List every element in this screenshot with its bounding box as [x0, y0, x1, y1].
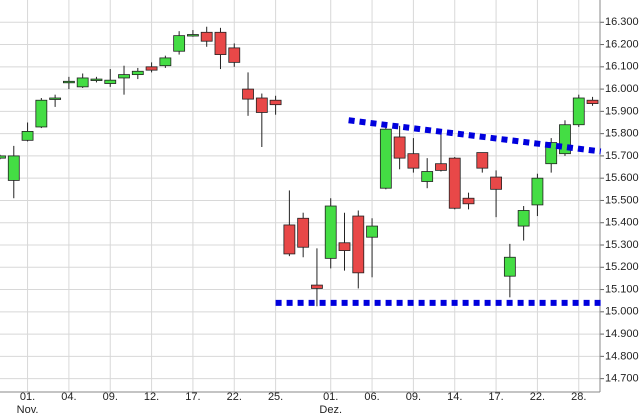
x-tick-label: 14. [447, 391, 462, 403]
x-tick-label: 28. [571, 391, 586, 403]
x-tick-label: 04. [61, 391, 76, 403]
y-tick-label: 16.300 [605, 16, 639, 28]
candle-body [366, 225, 378, 238]
candle-body [476, 152, 489, 169]
candle-body [324, 205, 337, 259]
candle-body [90, 78, 103, 81]
candle-body [311, 284, 323, 289]
y-tick-label: 15.800 [605, 128, 639, 140]
y-tick-label: 16.100 [605, 61, 639, 73]
x-tick-label: 17. [185, 391, 200, 403]
candle-body [21, 131, 34, 141]
candle-body [104, 79, 117, 84]
candle-body [283, 224, 296, 255]
y-tick-label: 14.900 [605, 328, 639, 340]
candle-body [145, 66, 158, 71]
candle-body [393, 136, 406, 159]
candle-body [187, 34, 199, 37]
candle-body [297, 217, 310, 248]
candle-body [255, 97, 268, 113]
candle-body [338, 242, 351, 251]
x-tick-label: 22. [227, 391, 242, 403]
candle-body [462, 197, 475, 205]
month-label: Nov. [17, 404, 39, 416]
x-tick-label: 06. [364, 391, 379, 403]
candle-body [421, 171, 434, 182]
candle-body [242, 88, 254, 100]
candle-body [503, 256, 516, 277]
y-tick-label: 14.800 [605, 350, 639, 362]
candle-body [572, 97, 585, 126]
y-tick-label: 15.100 [605, 283, 639, 295]
candle-body [559, 124, 571, 155]
month-label: Dez. [319, 404, 342, 416]
y-tick-label: 15.400 [605, 217, 639, 229]
x-tick-label: 17. [488, 391, 503, 403]
x-tick-label: 09. [103, 391, 118, 403]
candle-body [531, 177, 544, 206]
candle-body [407, 153, 420, 169]
candle-body [269, 99, 282, 106]
y-tick-label: 15.300 [605, 239, 639, 251]
candle-body [35, 99, 48, 128]
x-tick-label: 25. [268, 391, 283, 403]
candle-body [49, 97, 62, 100]
y-tick-label: 16.200 [605, 38, 639, 50]
candle-body [490, 176, 502, 190]
candle-body [0, 155, 6, 159]
candle-body [228, 47, 241, 63]
y-tick-label: 14.700 [605, 373, 639, 385]
candle-body [379, 128, 392, 189]
y-tick-label: 16.000 [605, 83, 639, 95]
candle-body [200, 31, 213, 42]
candle-body [448, 157, 461, 209]
candle-body [131, 70, 144, 76]
y-tick-label: 15.900 [605, 105, 639, 117]
y-tick-label: 15.200 [605, 261, 639, 273]
x-tick-label: 01. [20, 391, 35, 403]
candle-body [517, 210, 530, 227]
candle-body [173, 35, 186, 52]
candle-body [7, 155, 20, 181]
y-tick-label: 15.500 [605, 194, 639, 206]
candle-body [118, 74, 130, 79]
candle-body [63, 80, 75, 84]
y-tick-label: 15.700 [605, 150, 639, 162]
x-tick-label: 01. [323, 391, 338, 403]
candle-body [586, 99, 599, 104]
x-tick-label: 09. [406, 391, 421, 403]
candle-body [352, 215, 365, 274]
x-tick-label: 22. [530, 391, 545, 403]
candle-body [159, 57, 172, 67]
y-tick-label: 15.600 [605, 172, 639, 184]
x-tick-label: 12. [144, 391, 159, 403]
candle-body [76, 77, 89, 88]
y-tick-label: 15.000 [605, 306, 639, 318]
candle-body [435, 163, 447, 171]
trend-line [348, 117, 602, 155]
candle-body [214, 31, 227, 55]
